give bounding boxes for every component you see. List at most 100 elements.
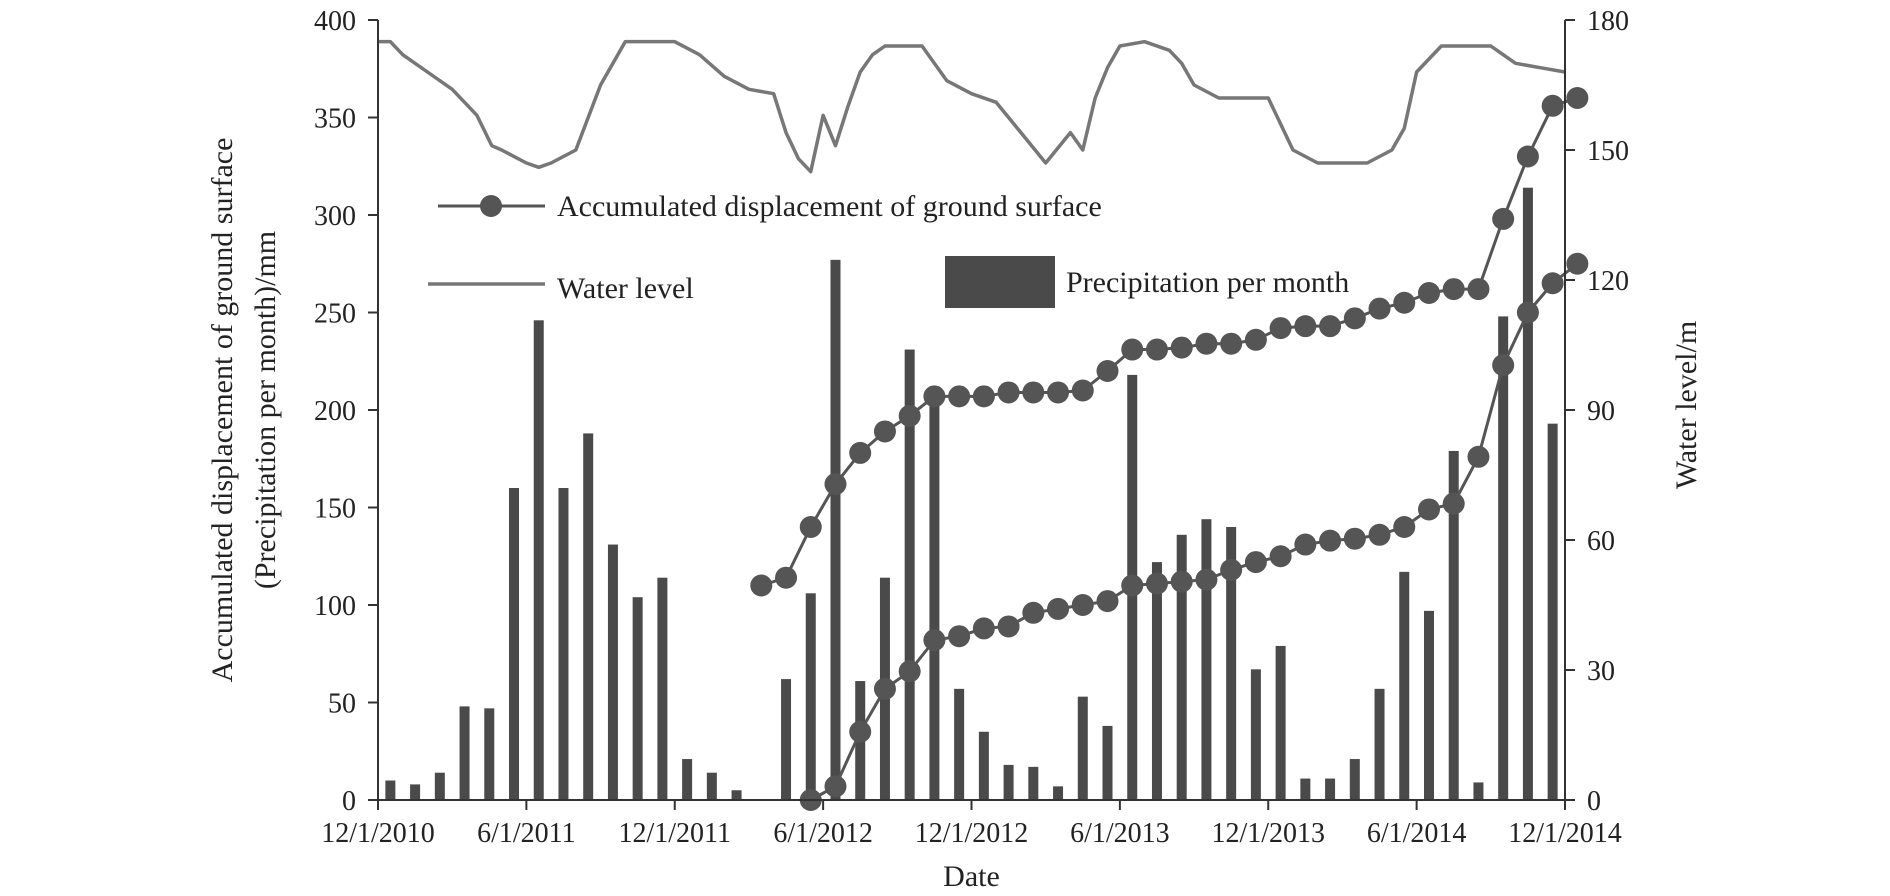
right-tick-label: 0 [1587, 786, 1601, 817]
water-level-line [378, 39, 1566, 174]
precipitation-bar [1473, 782, 1484, 800]
precipitation-bar [607, 544, 618, 800]
precipitation-bar [1423, 610, 1434, 800]
legend-precipitation-swatch [945, 256, 1055, 308]
precipitation-bar [682, 759, 693, 800]
precipitation-bar [830, 259, 841, 801]
axes [377, 20, 1566, 801]
precipitation-bar [805, 593, 816, 800]
displacement-point [1467, 445, 1490, 468]
precipitation-bar [1374, 688, 1385, 800]
displacement-point [824, 775, 847, 798]
precipitation-bar [1547, 423, 1558, 800]
left-axis-title-line1: Accumulated displacement of ground surfa… [206, 138, 239, 683]
displacement-point [1096, 590, 1119, 613]
displacement-point [1145, 338, 1168, 361]
displacement-point [1492, 354, 1515, 377]
left-axis-title-line2: (Precipitation per month)/mm [249, 231, 282, 589]
precipitation-bar [1053, 786, 1064, 800]
displacement-point [1566, 252, 1589, 275]
x-tick-label: 12/1/2014 [1508, 818, 1622, 849]
precipitation-bar [1077, 696, 1088, 800]
x-tick-label: 12/1/2011 [618, 818, 731, 849]
displacement-point [1541, 94, 1564, 117]
legend-precipitation-label: Precipitation per month [1066, 266, 1349, 299]
displacement-point [1516, 145, 1539, 168]
precipitation-bar [731, 790, 742, 800]
left-tick-label: 200 [314, 396, 356, 427]
displacement-point [923, 385, 946, 408]
left-tick-label: 50 [328, 689, 356, 720]
precipitation-bar [978, 731, 989, 800]
displacement-point [750, 574, 773, 597]
left-tick-label: 0 [342, 786, 356, 817]
precipitation-bar [533, 320, 544, 800]
displacement-point [997, 615, 1020, 638]
precipitation-bar [929, 388, 940, 800]
precipitation-bar [1349, 759, 1360, 800]
left-tick-label: 300 [314, 201, 356, 232]
precipitation-bar [385, 780, 396, 800]
x-tick-label: 6/1/2012 [773, 818, 873, 849]
precipitation-bar [1151, 562, 1162, 800]
precipitation-bar [459, 706, 470, 800]
displacement-point [972, 385, 995, 408]
precipitation-bar [434, 772, 445, 800]
displacement-point [849, 441, 872, 464]
right-tick-label: 90 [1587, 396, 1615, 427]
x-axis-title: Date [943, 860, 1000, 893]
precipitation-bar [1102, 725, 1113, 800]
displacement-point [1121, 338, 1144, 361]
precipitation-bar [1522, 187, 1533, 800]
displacement-point [997, 381, 1020, 404]
right-tick-label: 30 [1587, 656, 1615, 687]
displacement-point [1145, 572, 1168, 595]
legend-displacement-marker [480, 195, 502, 217]
displacement-point [1071, 594, 1094, 616]
displacement-point [1541, 272, 1564, 295]
precipitation-bar [410, 784, 421, 800]
displacement-point [972, 617, 995, 640]
displacement-point [1417, 282, 1440, 304]
displacement-point [1269, 545, 1292, 568]
x-tick-label: 6/1/2014 [1367, 818, 1467, 849]
left-tick-label: 350 [314, 104, 356, 135]
displacement-point [1220, 332, 1243, 355]
legend-displacement-label: Accumulated displacement of ground surfa… [557, 190, 1102, 223]
precipitation-bar [706, 772, 717, 800]
precipitation-bar [1325, 778, 1336, 800]
left-tick-label: 100 [314, 591, 356, 622]
right-tick-label: 150 [1587, 136, 1629, 167]
x-tick-label: 12/1/2012 [915, 818, 1029, 849]
precipitation-bar [1275, 645, 1286, 800]
displacement-point [1319, 315, 1342, 338]
displacement-point [824, 473, 847, 496]
precipitation-bar [1250, 669, 1261, 800]
displacement-point [898, 660, 921, 683]
displacement-point [849, 720, 872, 743]
displacement-point [1343, 527, 1366, 550]
displacement-point [1319, 529, 1342, 552]
displacement-point [775, 566, 798, 589]
displacement-point [1096, 360, 1119, 382]
x-tick-label: 12/1/2010 [321, 818, 435, 849]
precipitation-bar [1003, 764, 1014, 800]
displacement-point [1467, 278, 1490, 301]
displacement-point [1170, 570, 1193, 593]
displacement-point [1566, 87, 1589, 109]
precipitation-bar [1399, 571, 1410, 800]
displacement-point [948, 385, 971, 408]
precipitation-bar [657, 577, 668, 800]
precipitation-bar [1201, 519, 1212, 800]
displacement-point [799, 516, 822, 538]
displacement-point [1244, 551, 1267, 574]
right-axis-title: Water level/m [1670, 321, 1703, 489]
displacement-point [1244, 328, 1267, 351]
displacement-point [1417, 498, 1440, 521]
legend-water-level-label: Water level [557, 272, 694, 305]
displacement-point [948, 625, 971, 648]
displacement-point [1022, 381, 1045, 404]
displacement-point [1220, 558, 1243, 581]
